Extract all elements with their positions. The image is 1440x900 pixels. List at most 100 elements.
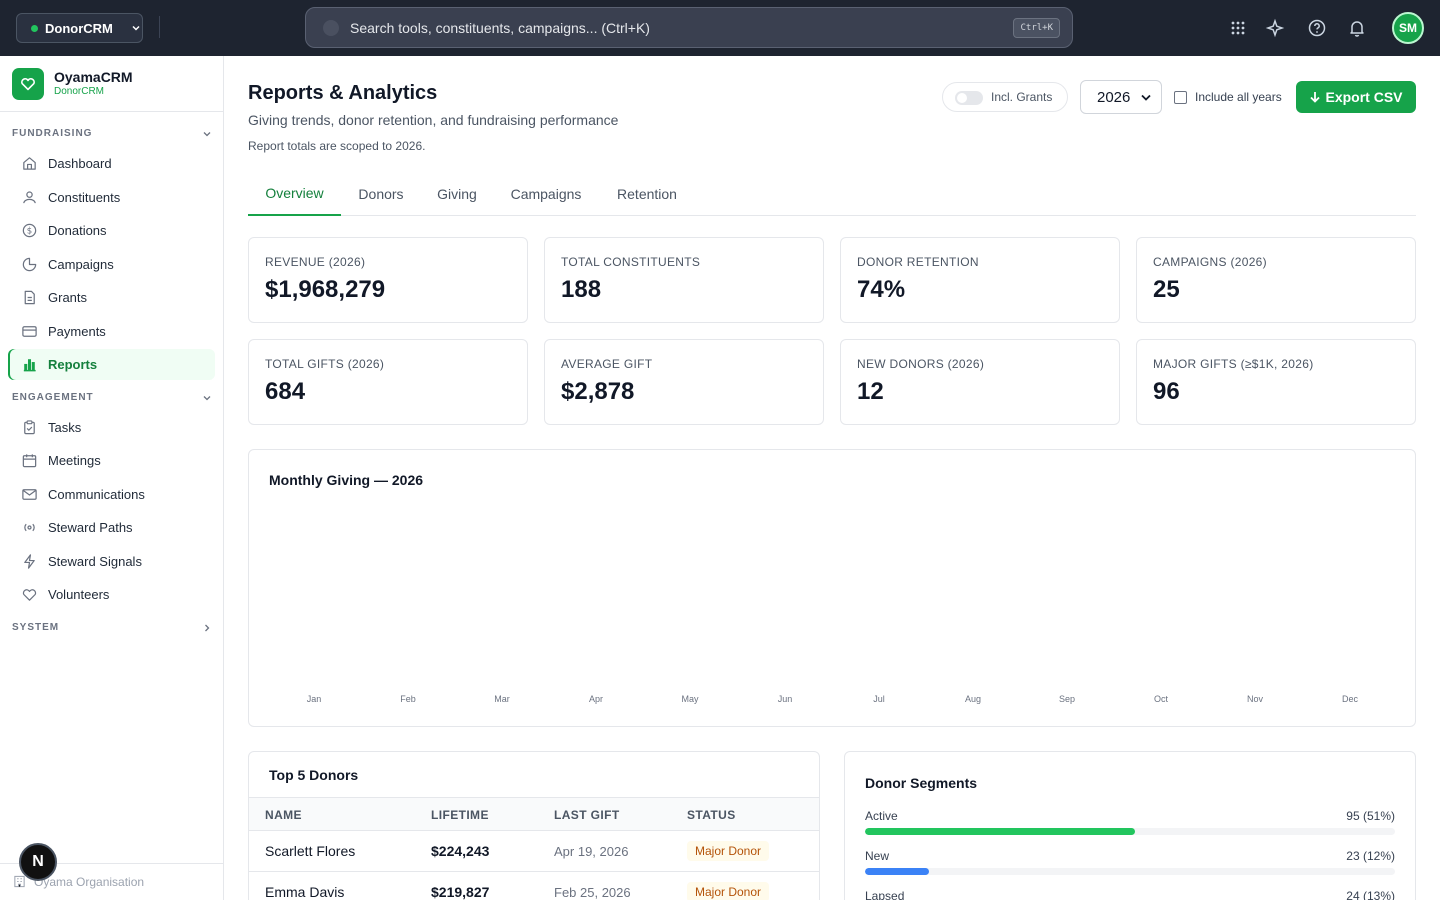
toggle-label: Incl. Grants (991, 90, 1053, 104)
radio-icon (24, 523, 35, 532)
segment-label: New (865, 849, 890, 863)
search-shortcut-badge: Ctrl+K (1013, 18, 1060, 38)
donor-name[interactable]: Emma Davis (265, 884, 345, 900)
month-label: Apr (588, 694, 603, 704)
stat-card-average-gift: AVERAGE GIFT $2,878 (544, 339, 824, 425)
donor-segments-card: Donor Segments Active 95 (51%) New 23 (1… (844, 751, 1416, 900)
column-header-status[interactable]: STATUS (687, 808, 736, 822)
stat-value: 96 (1153, 378, 1180, 405)
segment-bar-track (865, 868, 1395, 875)
organisation-switcher[interactable]: Oyama Organisation (0, 863, 223, 900)
brand[interactable]: OyamaCRM DonorCRM (12, 68, 133, 100)
sidebar-item-payments[interactable]: Payments (8, 316, 215, 347)
chart-title: Monthly Giving — 2026 (269, 472, 424, 488)
monthly-giving-chart: Monthly Giving — 2026 Jan Feb Mar Apr Ma… (248, 449, 1416, 727)
section-system[interactable]: SYSTEM (12, 622, 212, 633)
sidebar-item-steward-paths[interactable]: Steward Paths (8, 512, 215, 543)
main-content: Reports & Analytics Giving trends, donor… (224, 56, 1440, 900)
include-grants-toggle[interactable]: Incl. Grants (942, 82, 1068, 112)
heart-logo-icon (12, 68, 44, 100)
section-label: SYSTEM (12, 622, 60, 633)
sidebar-item-dashboard[interactable]: Dashboard (8, 148, 215, 179)
column-header-last-gift[interactable]: LAST GIFT (554, 808, 620, 822)
sidebar-item-campaigns[interactable]: Campaigns (8, 249, 215, 280)
sidebar-item-label: Volunteers (48, 587, 110, 602)
segment-label: Active (865, 809, 898, 823)
stat-value: 188 (561, 276, 602, 303)
sidebar-item-reports[interactable]: Reports (8, 349, 215, 380)
n-badge-button[interactable]: N (19, 843, 57, 881)
export-csv-button[interactable]: Export CSV (1296, 81, 1416, 113)
status-badge: Major Donor (687, 841, 770, 861)
stat-label: TOTAL GIFTS (2026) (265, 357, 385, 371)
table-header: NAME LIFETIME LAST GIFT STATUS (249, 797, 819, 831)
all-years-checkbox[interactable] (1174, 90, 1187, 104)
tab-overview[interactable]: Overview (248, 172, 341, 216)
help-icon[interactable] (1307, 18, 1327, 38)
section-fundraising[interactable]: FUNDRAISING (12, 128, 212, 139)
include-all-years[interactable]: Include all years (1174, 90, 1282, 104)
column-header-lifetime[interactable]: LIFETIME (431, 808, 489, 822)
sidebar-item-label: Tasks (48, 420, 82, 435)
sidebar: OyamaCRM DonorCRM FUNDRAISING Dashboard … (0, 56, 224, 900)
stat-value: 684 (265, 378, 306, 405)
month-label: Jul (873, 694, 885, 704)
donor-name[interactable]: Scarlett Flores (265, 843, 356, 859)
status-badge: Major Donor (687, 882, 770, 900)
lightning-icon (24, 554, 35, 569)
tab-giving[interactable]: Giving (437, 186, 477, 202)
tab-retention[interactable]: Retention (617, 186, 677, 202)
sidebar-item-label: Donations (48, 223, 107, 238)
stat-value: 74% (857, 276, 906, 303)
stat-label: AVERAGE GIFT (561, 357, 653, 371)
table-row[interactable]: Scarlett Flores $224,243 Apr 19, 2026 Ma… (249, 831, 819, 872)
sidebar-item-grants[interactable]: Grants (8, 282, 215, 313)
column-header-name[interactable]: NAME (265, 808, 302, 822)
donor-lifetime: $224,243 (431, 843, 490, 859)
sidebar-item-volunteers[interactable]: Volunteers (8, 579, 215, 610)
table-row[interactable]: Emma Davis $219,827 Feb 25, 2026 Major D… (249, 872, 819, 900)
global-search-input[interactable]: Search tools, constituents, campaigns...… (305, 7, 1073, 48)
month-label: May (681, 694, 699, 704)
toggle-switch[interactable] (955, 91, 983, 105)
year-select[interactable]: 2026 (1080, 80, 1162, 114)
sidebar-item-constituents[interactable]: Constituents (8, 182, 215, 213)
sidebar-item-label: Constituents (48, 190, 121, 205)
sidebar-item-communications[interactable]: Communications (8, 479, 215, 510)
sidebar-item-label: Reports (48, 357, 98, 372)
stat-card-campaigns: CAMPAIGNS (2026) 25 (1136, 237, 1416, 323)
sidebar-item-donations[interactable]: $ Donations (8, 215, 215, 246)
sidebar-item-meetings[interactable]: Meetings (8, 445, 215, 476)
donor-last-gift: Apr 19, 2026 (554, 844, 629, 859)
sidebar-item-label: Payments (48, 324, 106, 339)
clipboard-icon (24, 420, 35, 435)
brand-name: OyamaCRM (54, 69, 133, 85)
user-avatar[interactable]: SM (1392, 12, 1424, 44)
tab-donors[interactable]: Donors (358, 186, 404, 202)
stat-card-major-gifts: MAJOR GIFTS (≥$1K, 2026) 96 (1136, 339, 1416, 425)
arrow-down-icon (1310, 92, 1321, 103)
sidebar-item-label: Grants (48, 290, 88, 305)
topbar-divider (159, 16, 160, 38)
section-label: FUNDRAISING (12, 128, 93, 139)
credit-card-icon (22, 326, 37, 337)
calendar-icon (22, 454, 37, 468)
stat-label: TOTAL CONSTITUENTS (561, 255, 701, 269)
sparkle-icon[interactable] (1265, 18, 1285, 38)
sidebar-item-tasks[interactable]: Tasks (8, 412, 215, 443)
app-switcher-button[interactable]: DonorCRM (16, 13, 143, 43)
bell-icon[interactable] (1347, 18, 1367, 38)
tab-campaigns[interactable]: Campaigns (510, 186, 582, 202)
donor-lifetime: $219,827 (431, 884, 490, 900)
section-engagement[interactable]: ENGAGEMENT (12, 392, 212, 403)
chevron-down-icon (1141, 94, 1151, 101)
stat-card-total-gifts: TOTAL GIFTS (2026) 684 (248, 339, 528, 425)
apps-grid-icon[interactable] (1228, 18, 1248, 38)
segment-count: 24 (13%) (1346, 889, 1395, 900)
month-label: Jun (777, 694, 793, 704)
organisation-name: Oyama Organisation (34, 875, 145, 889)
building-icon (14, 875, 25, 888)
segment-bar-fill (865, 868, 929, 875)
sidebar-item-steward-signals[interactable]: Steward Signals (8, 546, 215, 577)
scope-note: Report totals are scoped to 2026. (248, 139, 426, 153)
